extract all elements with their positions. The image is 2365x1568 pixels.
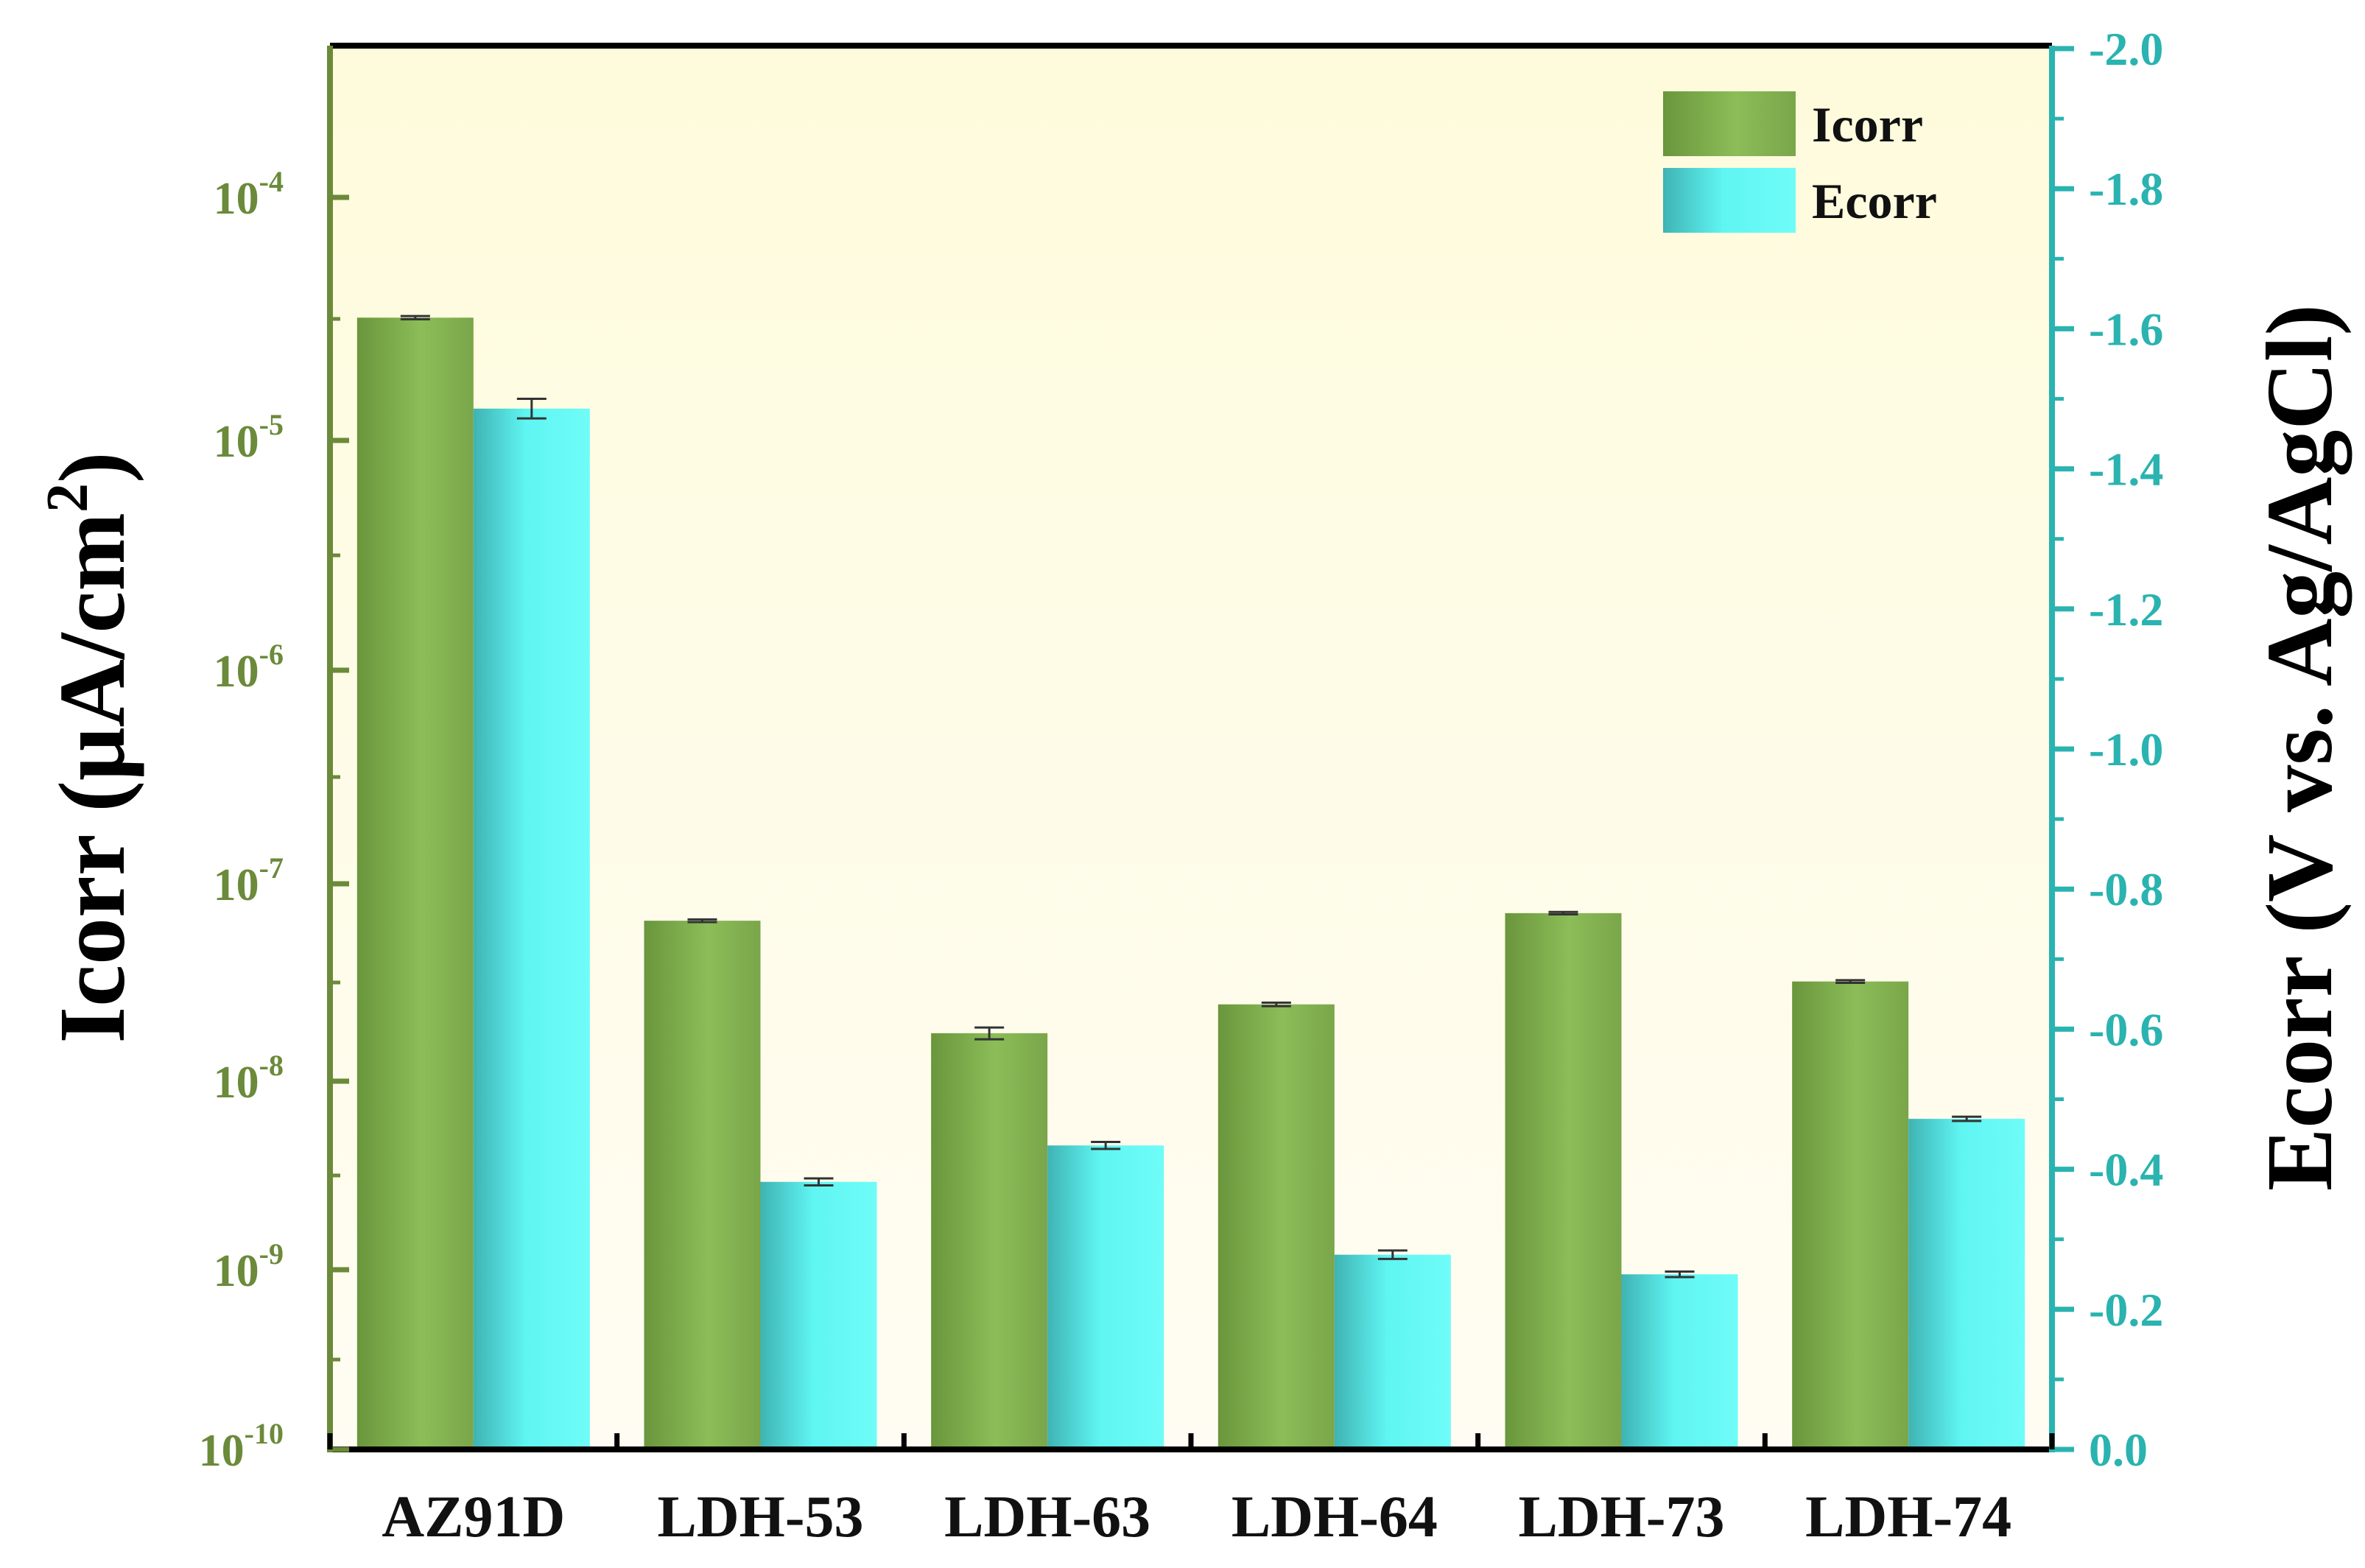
right-tick-label-7: -1.4	[2089, 443, 2163, 496]
bars-layer	[356, 317, 2025, 1450]
legend-label-ecorr: Ecorr	[1812, 173, 1937, 229]
right-tick-label-2: -0.4	[2089, 1144, 2163, 1196]
x-tick-label-ldh-64: LDH-64	[1231, 1485, 1438, 1550]
left-tick-label-6: 10-4	[214, 165, 284, 224]
bar-ecorr-ldh-73	[1621, 1274, 1738, 1449]
bar-icorr-ldh-53	[644, 921, 761, 1449]
left-tick-label-3: 10-7	[214, 851, 284, 910]
legend-swatch-ecorr	[1663, 168, 1796, 233]
left-tick-label-4: 10-6	[214, 638, 284, 697]
legend-label-icorr: Icorr	[1812, 96, 1923, 152]
left-tick-label-0: 10-10	[199, 1417, 284, 1476]
right-axis-ticks: 0.0 -0.2 -0.4 -0.6 -0.8 -1.0 -1.2 -1.4 -1.6 -1.8 -…	[2052, 23, 2163, 1476]
right-tick-label-0: 0.0	[2089, 1424, 2148, 1476]
bar-icorr-az91d	[356, 317, 474, 1449]
right-tick-label-10: -2.0	[2089, 23, 2163, 75]
error-bars-layer	[400, 314, 1982, 1279]
left-tick-label-5: 10-5	[214, 408, 284, 467]
left-axis-title: Icorr (μA/cm2)	[35, 451, 144, 1043]
right-tick-label-1: -0.2	[2089, 1284, 2163, 1336]
bar-icorr-ldh-73	[1505, 913, 1622, 1449]
bar-icorr-ldh-63	[931, 1033, 1048, 1449]
x-tick-label-ldh-53: LDH-53	[658, 1485, 864, 1550]
right-tick-label-4: -0.8	[2089, 863, 2163, 915]
legend: Icorr Ecorr	[1663, 91, 1937, 233]
left-axis-ticks: 10-10 10-9 10-8 10-7 10-6 10-5 10-4	[199, 165, 349, 1476]
bar-ecorr-az91d	[473, 408, 590, 1450]
bar-ecorr-ldh-63	[1047, 1145, 1164, 1449]
right-tick-label-9: -1.8	[2089, 163, 2163, 215]
x-tick-label-ldh-74: LDH-74	[1805, 1485, 2011, 1550]
bar-ecorr-ldh-74	[1908, 1119, 2025, 1449]
left-tick-label-1: 10-9	[214, 1237, 284, 1296]
right-tick-label-3: -0.6	[2089, 1003, 2163, 1055]
right-tick-label-5: -1.0	[2089, 723, 2163, 776]
x-tick-label-ldh-73: LDH-73	[1519, 1485, 1725, 1550]
right-tick-label-8: -1.6	[2089, 303, 2163, 355]
x-axis-ticks: AZ91D LDH-53 LDH-63 LDH-64 LDH-73 LDH-74	[327, 1433, 2055, 1550]
right-tick-label-6: -1.2	[2089, 583, 2163, 636]
x-tick-label-ldh-63: LDH-63	[944, 1485, 1150, 1550]
bar-ecorr-ldh-53	[760, 1181, 877, 1449]
left-tick-label-2: 10-8	[214, 1049, 284, 1108]
bar-icorr-ldh-74	[1792, 981, 1909, 1449]
bar-icorr-ldh-64	[1217, 1004, 1335, 1449]
legend-swatch-icorr	[1663, 91, 1796, 156]
x-tick-label-az91d: AZ91D	[382, 1485, 565, 1550]
plot-background	[330, 46, 2052, 1449]
right-axis-title: Ecorr (V vs. Ag/AgCl)	[2247, 304, 2352, 1191]
bar-ecorr-ldh-64	[1334, 1254, 1451, 1449]
